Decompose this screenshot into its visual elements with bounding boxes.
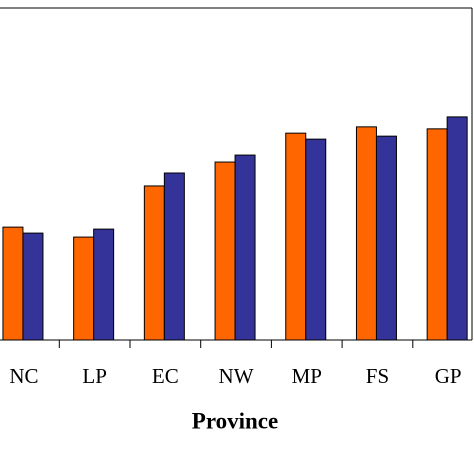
bar xyxy=(22,232,44,341)
x-tick-label: LP xyxy=(82,364,107,388)
x-tick-label: EC xyxy=(152,364,179,388)
bar xyxy=(2,226,24,341)
bar xyxy=(143,185,165,341)
bar xyxy=(375,135,397,341)
x-tick-label: NW xyxy=(219,364,254,388)
x-tick-label: GP xyxy=(435,364,462,388)
bar xyxy=(93,228,115,341)
bar xyxy=(305,138,327,341)
bar xyxy=(73,236,95,341)
bar xyxy=(214,161,236,341)
x-tick-label: FS xyxy=(366,364,389,388)
bar xyxy=(426,128,448,341)
x-tick-label: NC xyxy=(9,364,38,388)
bar xyxy=(355,126,377,341)
bar xyxy=(446,116,468,341)
bar xyxy=(234,154,256,341)
x-tick-label: MP xyxy=(292,364,322,388)
bar xyxy=(285,132,307,341)
bar xyxy=(163,172,185,341)
x-axis-title: Province xyxy=(192,408,278,433)
